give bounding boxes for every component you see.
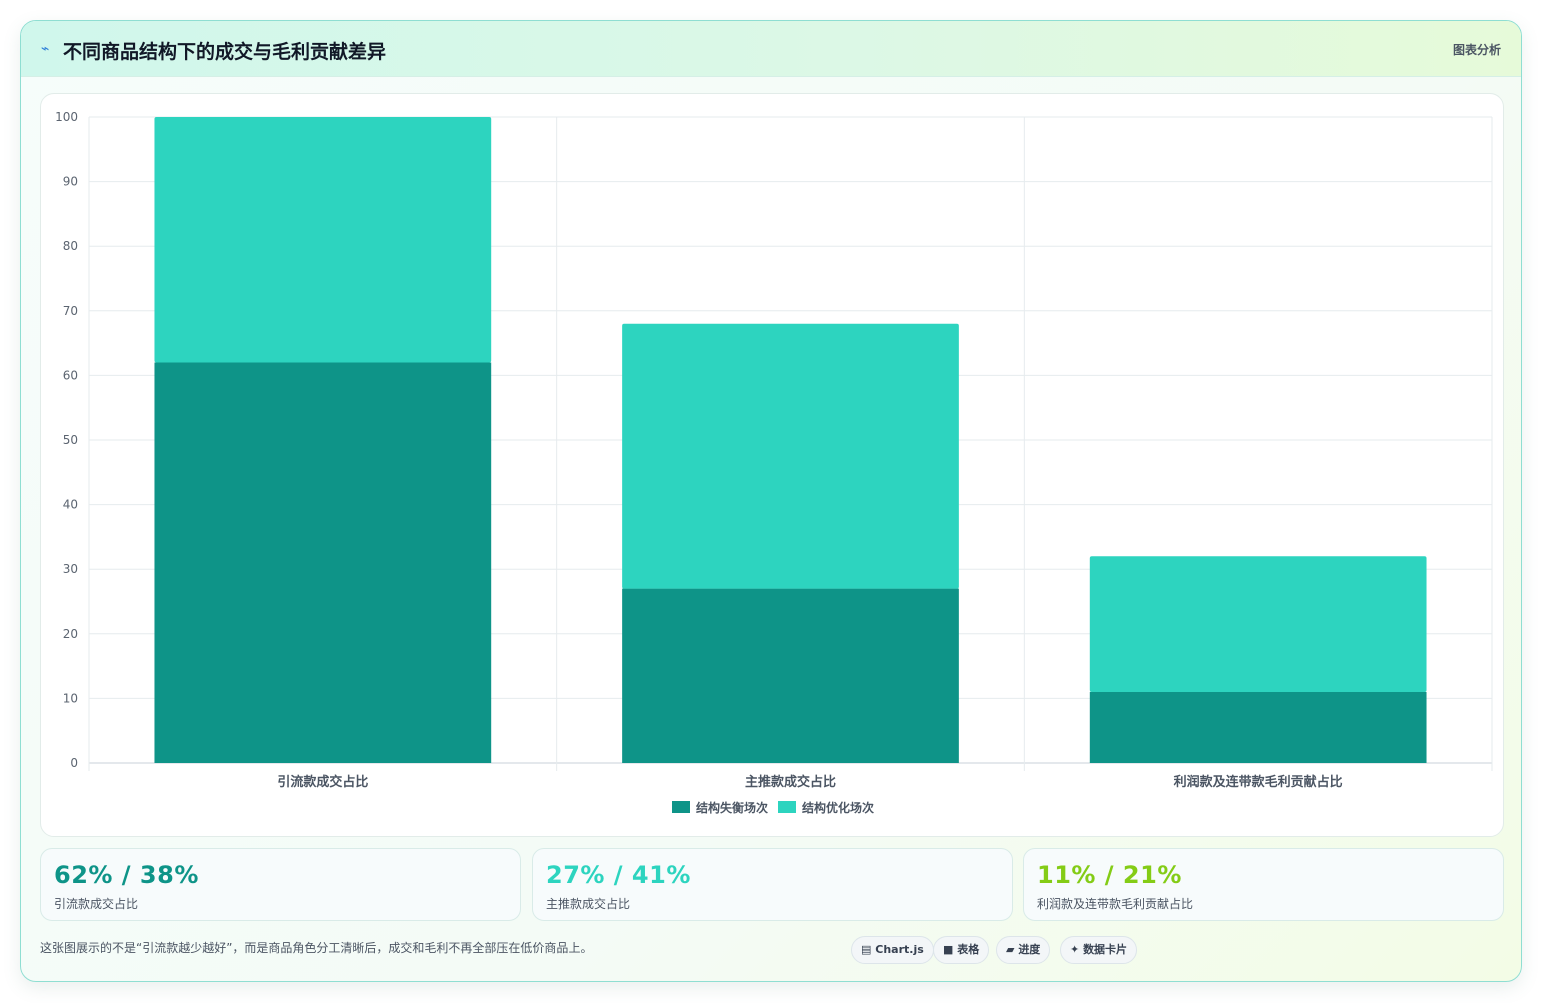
bar-segment (622, 588, 959, 763)
stat-value: 27% / 41% (546, 861, 691, 889)
table-icon: ■ (943, 943, 954, 956)
y-tick-label: 0 (70, 756, 78, 770)
legend-swatch (672, 801, 690, 813)
sparkle-icon: ✦ (1070, 943, 1080, 956)
bar-segment (154, 117, 492, 363)
legend-label: 结构优化场次 (802, 800, 874, 815)
analysis-card: ⌁ 不同商品结构下的成交与毛利贡献差异 图表分析 0 10 20 30 40 50 60 70… (20, 20, 1522, 982)
y-tick-label: 100 (55, 110, 78, 124)
y-tick-label: 30 (63, 562, 78, 576)
progress-icon: ▰ (1006, 943, 1015, 956)
footnote: 这张图展示的不是“引流款越少越好”，而是商品角色分工清晰后，成交和毛利不再全部压… (40, 941, 593, 955)
stat-value: 11% / 21% (1037, 861, 1182, 889)
legend-swatch (778, 801, 796, 813)
stacked-bar-chart: 0 10 20 30 40 50 60 70 80 90 100 引流款成交占比 主推款成交占比 利润款及… (55, 110, 1493, 815)
chart-panel: 0 10 20 30 40 50 60 70 80 90 100 引流款成交占比 主推款成交占比 利润款及… (40, 93, 1504, 837)
stat-card-main: 27% / 41% 主推款成交占比 (532, 848, 1013, 921)
chip-data-card[interactable]: ✦ 数据卡片 (1060, 936, 1138, 964)
y-tick-label: 70 (63, 304, 78, 318)
stat-card-traffic: 62% / 38% 引流款成交占比 (40, 848, 521, 921)
y-tick-label: 40 (63, 498, 78, 512)
chart-icon: ▤ (861, 943, 872, 956)
chip-label: 进度 (1018, 943, 1041, 956)
header-tag: 图表分析 (1452, 43, 1501, 57)
legend-label: 结构失衡场次 (696, 800, 768, 815)
chip-chartjs[interactable]: ▤ Chart.js (851, 936, 934, 964)
stat-value: 62% / 38% (54, 861, 199, 889)
y-tick-label: 50 (63, 433, 78, 447)
bar-segment (1089, 556, 1427, 692)
stat-label: 引流款成交占比 (54, 897, 139, 911)
chip-label: Chart.js (875, 943, 924, 956)
bar-segment (622, 323, 959, 589)
page-title: 不同商品结构下的成交与毛利贡献差异 (63, 41, 387, 63)
y-tick-label: 60 (63, 368, 78, 382)
card-header: ⌁ 不同商品结构下的成交与毛利贡献差异 图表分析 (21, 21, 1521, 77)
x-tick-label: 引流款成交占比 (277, 774, 368, 790)
x-tick-label: 利润款及连带款毛利贡献占比 (1174, 774, 1343, 790)
chip-label: 表格 (957, 943, 980, 956)
y-tick-label: 20 (63, 627, 78, 641)
chip-table[interactable]: ■ 表格 (933, 936, 990, 964)
y-tick-label: 90 (63, 175, 78, 189)
x-tick-label: 主推款成交占比 (745, 774, 836, 790)
stat-label: 主推款成交占比 (546, 897, 631, 911)
stat-label: 利润款及连带款毛利贡献占比 (1037, 897, 1194, 911)
chip-label: 数据卡片 (1083, 943, 1128, 956)
chip-progress[interactable]: ▰ 进度 (996, 936, 1051, 964)
y-tick-label: 80 (63, 239, 78, 253)
bar-segment (154, 362, 492, 763)
stat-card-profit: 11% / 21% 利润款及连带款毛利贡献占比 (1023, 848, 1504, 921)
chart-line-icon: ⌁ (41, 41, 50, 57)
bar-segment (1089, 691, 1427, 763)
y-tick-label: 10 (63, 691, 78, 705)
